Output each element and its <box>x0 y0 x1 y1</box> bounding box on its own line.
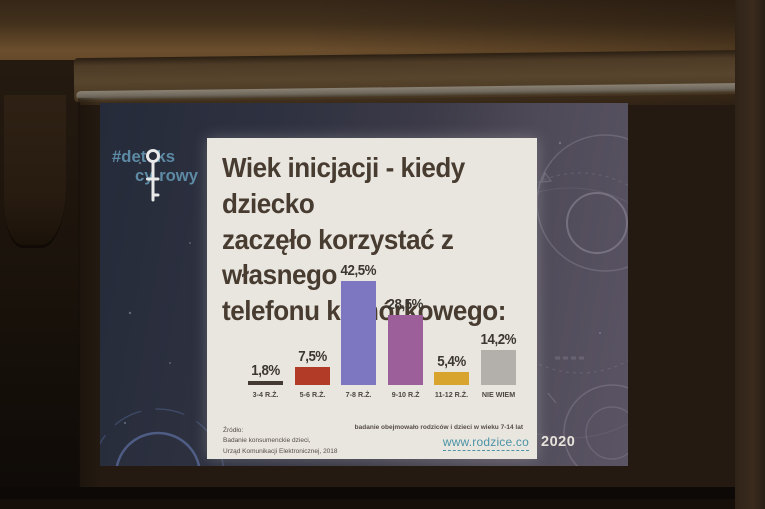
website-link[interactable]: www.rodzice.co <box>442 435 529 451</box>
slide-title: Wiek inicjacji - kiedy dziecko zaczęło k… <box>222 150 510 329</box>
bar-column: 7,5% 5-6 R.Ż. <box>294 348 330 408</box>
source-line: Urząd Komunikacji Elektronicznej, 2018 <box>223 447 338 455</box>
room-floor <box>0 499 765 509</box>
title-line: zaczęło korzystać z własnego <box>222 223 454 291</box>
bar-category-label: 7-8 R.Ż. <box>345 390 372 399</box>
bar <box>480 350 516 385</box>
bar-value-label: 5,4% <box>437 353 467 370</box>
logo-line1: #detoks <box>112 147 175 166</box>
year-badge: 2020 <box>541 434 576 450</box>
source-note: Źródło: Badanie konsumenckie dzieci, Urz… <box>223 426 338 457</box>
bar-category-label: 3-4 R.Ż. <box>252 390 279 399</box>
key-icon <box>146 149 160 202</box>
projector-screen <box>78 98 740 489</box>
bar-value-label: 14,2% <box>480 332 517 349</box>
bar-column: 5,4% 11-12 R.Ż. <box>434 353 470 408</box>
title-line: Wiek inicjacji - kiedy dziecko <box>222 152 465 219</box>
bar <box>387 315 423 385</box>
projector-screen-case <box>73 49 761 103</box>
detoks-cyfrowy-logo: #detoks cyfrowy <box>112 147 242 209</box>
room-wall-right <box>735 0 765 509</box>
bar-value-label: 1,8% <box>251 362 280 379</box>
bar-category-label: 5-6 R.Ż. <box>299 390 325 399</box>
bar-chart: 1,8% 3-4 R.Ż. 7,5% 5-6 R.Ż. 42,5% 7-8 R.Ż. 28,… <box>248 256 517 408</box>
bar-column: 14,2% NIE WIEM <box>480 332 517 408</box>
screen-bottom-bar <box>0 487 765 501</box>
bar-category-label: 9-10 R.Ż <box>391 390 420 399</box>
source-line: Źródło: <box>223 427 244 434</box>
slide: #detoks cyfrowy Wiek inicjacji - kiedy d… <box>100 103 628 466</box>
bar-category-label: 11-12 R.Ż. <box>435 390 469 399</box>
source-line: Badanie konsumenckie dzieci, <box>223 437 311 445</box>
bar <box>294 366 330 385</box>
bar-category-label: NIE WIEM <box>481 390 516 399</box>
curtain-fold <box>4 95 66 248</box>
sample-note: badanie obejmowało rodziców i dzieci w w… <box>354 424 523 431</box>
bar-value-label: 42,5% <box>340 262 377 279</box>
bar <box>248 380 283 385</box>
slide-card: Wiek inicjacji - kiedy dziecko zaczęło k… <box>207 138 537 459</box>
bar-column: 42,5% 7-8 R.Ż. <box>340 262 377 408</box>
bar-value-label: 7,5% <box>297 348 327 365</box>
bar-column: 28,5% 9-10 R.Ż <box>387 297 424 408</box>
bar <box>341 280 377 385</box>
bar-column: 1,8% 3-4 R.Ż. <box>248 363 283 408</box>
bar-value-label: 28,5% <box>387 297 424 314</box>
bar <box>434 371 470 385</box>
